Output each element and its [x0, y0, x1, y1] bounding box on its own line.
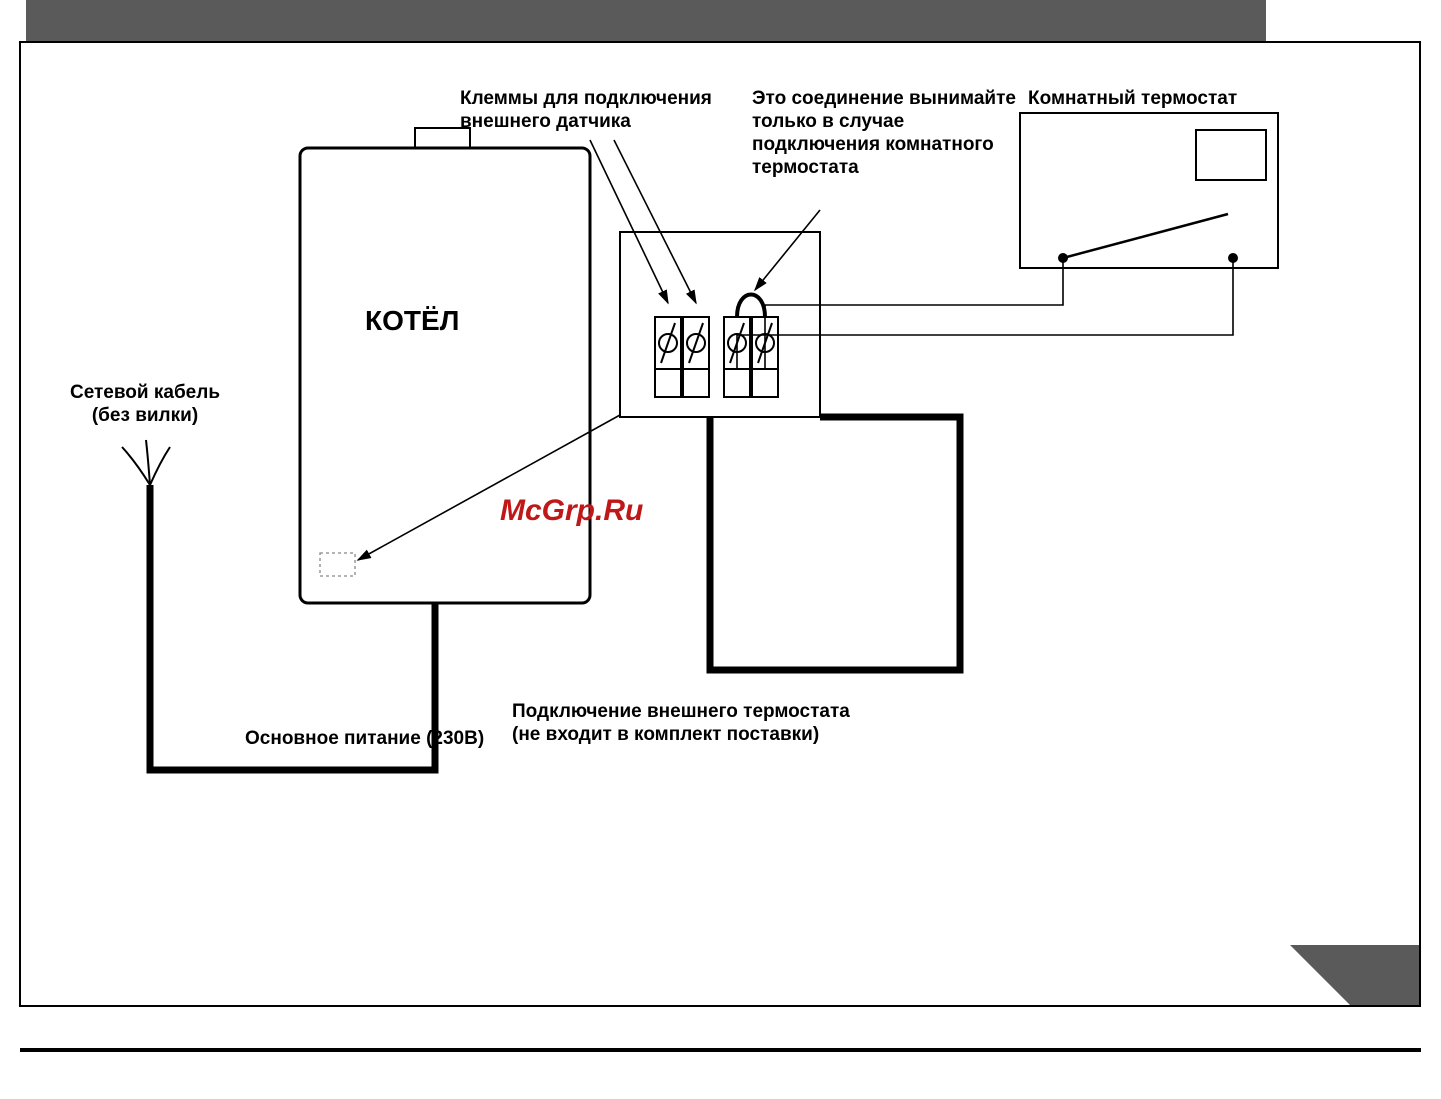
label-thermostat-title: Комнатный термостат [1028, 88, 1237, 109]
label-mains-supply: Основное питание (230В) [245, 728, 484, 749]
terminal-box [620, 232, 820, 417]
boiler-label: КОТЁЛ [365, 305, 459, 336]
thermostat-screen [1196, 130, 1266, 180]
boiler-body [300, 148, 590, 603]
terminal-screw-1 [655, 317, 681, 397]
wire-thermostat-feed [710, 417, 960, 670]
diagram-root: КОТЁЛ Сетевой кабель(без вилки) Клеммы для… [0, 0, 1441, 1094]
label-sensor-terminals: Клеммы для подключениявнешнего датчика [460, 88, 712, 132]
bottom-corner-tab [1290, 945, 1420, 1005]
label-mains-cable: Сетевой кабель(без вилки) [70, 382, 220, 426]
mains-cable-strand-3 [150, 447, 170, 485]
watermark: McGrp.Ru [500, 494, 643, 527]
label-jumper-note: Это соединение вынимайтетолько в случаеп… [752, 88, 1016, 178]
diagram-svg: КОТЁЛ Сетевой кабель(без вилки) Клеммы для… [0, 0, 1441, 1094]
mains-cable-strand-1 [122, 447, 150, 485]
terminal-screw-2 [683, 317, 709, 397]
label-ext-thermostat: Подключение внешнего термостата(не входи… [512, 701, 850, 745]
top-bar [26, 0, 1266, 42]
